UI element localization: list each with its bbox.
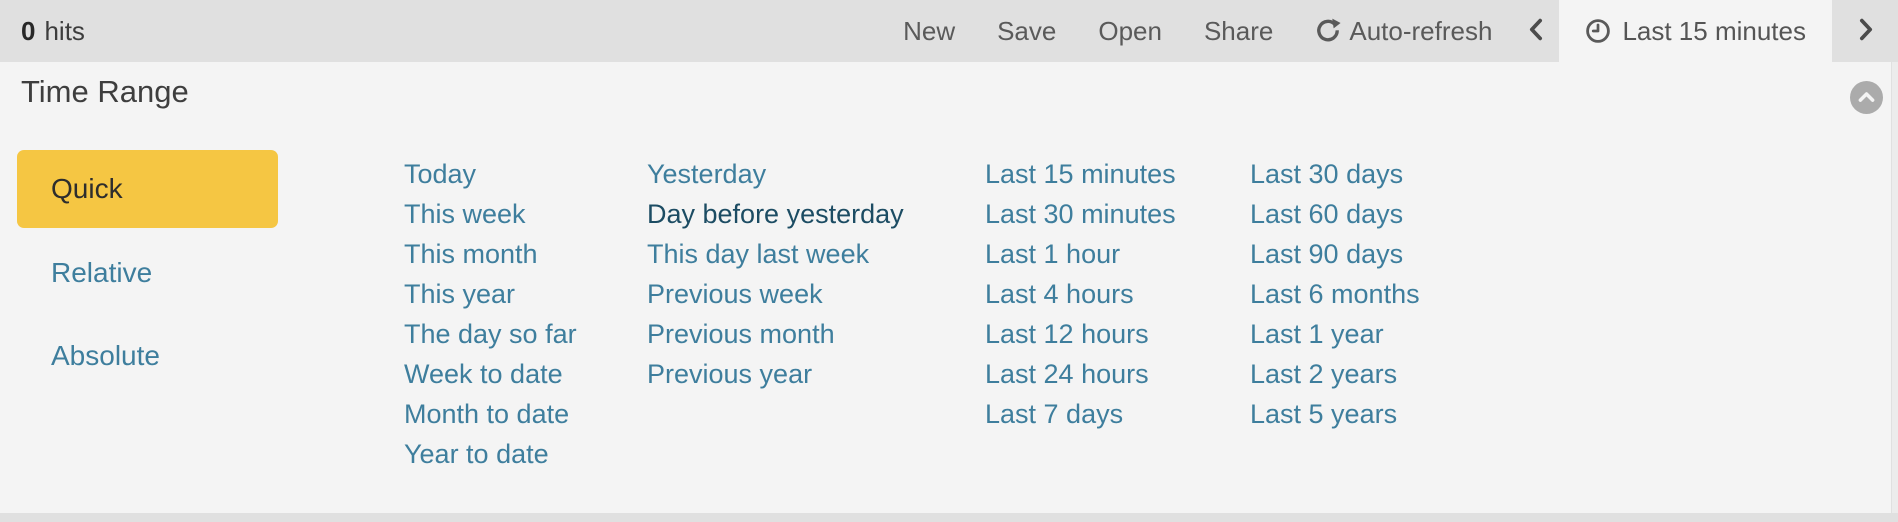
list-item: Last 4 hours [985, 274, 1250, 314]
list-item: Last 12 hours [985, 314, 1250, 354]
hits-count: 0 hits [0, 0, 85, 62]
quick-options: Today This week This month This year The… [404, 154, 1550, 474]
tab-quick[interactable]: Quick [17, 150, 278, 228]
time-option-previous-month[interactable]: Previous month [647, 319, 835, 349]
time-step-forward-button[interactable] [1832, 0, 1898, 62]
time-option-last-6-months[interactable]: Last 6 months [1250, 279, 1420, 309]
tab-relative[interactable]: Relative [51, 257, 153, 288]
list-item: Week to date [404, 354, 647, 394]
list-item: Last 6 months [1250, 274, 1550, 314]
list-item: Last 5 years [1250, 394, 1550, 434]
hits-label: hits [44, 15, 85, 46]
time-picker-label: Last 15 minutes [1622, 15, 1806, 46]
menu-auto-refresh[interactable]: Auto-refresh [1294, 0, 1513, 62]
list-item: Last 15 minutes [985, 154, 1250, 194]
time-option-this-day-last-week[interactable]: This day last week [647, 239, 870, 269]
list-item: Previous year [647, 354, 985, 394]
chevron-left-icon [1524, 17, 1549, 45]
time-option-previous-year[interactable]: Previous year [647, 359, 813, 389]
menu-open[interactable]: Open [1098, 15, 1162, 46]
chevron-up-icon [1856, 87, 1877, 108]
list-item: This day last week [647, 234, 985, 274]
time-option-last-60-days[interactable]: Last 60 days [1250, 199, 1404, 229]
list-item: This week [404, 194, 647, 234]
quick-options-column-4: Last 30 days Last 60 days Last 90 days L… [1250, 154, 1550, 474]
menu-save[interactable]: Save [997, 15, 1057, 46]
clock-icon [1585, 18, 1611, 44]
time-option-last-12-hours[interactable]: Last 12 hours [985, 319, 1149, 349]
auto-refresh-label: Auto-refresh [1349, 15, 1493, 46]
time-option-last-30-days[interactable]: Last 30 days [1250, 159, 1404, 189]
list-item: Last 30 minutes [985, 194, 1250, 234]
time-option-year-to-date[interactable]: Year to date [404, 439, 549, 469]
time-option-day-before-yesterday[interactable]: Day before yesterday [647, 199, 904, 229]
time-option-last-2-years[interactable]: Last 2 years [1250, 359, 1398, 389]
panel-title: Time Range [21, 74, 189, 109]
time-picker-button[interactable]: Last 15 minutes [1559, 0, 1832, 62]
collapse-panel-button[interactable] [1850, 81, 1883, 114]
list-item: Yesterday [647, 154, 985, 194]
time-option-last-4-hours[interactable]: Last 4 hours [985, 279, 1134, 309]
time-option-previous-week[interactable]: Previous week [647, 279, 823, 309]
list-item: Previous week [647, 274, 985, 314]
list-item: Month to date [404, 394, 647, 434]
list-item: Day before yesterday [647, 194, 985, 234]
menu-new[interactable]: New [903, 15, 956, 46]
time-option-last-24-hours[interactable]: Last 24 hours [985, 359, 1149, 389]
time-option-last-15-minutes[interactable]: Last 15 minutes [985, 159, 1176, 189]
time-option-last-5-years[interactable]: Last 5 years [1250, 399, 1398, 429]
list-item: Last 24 hours [985, 354, 1250, 394]
list-item: Last 30 days [1250, 154, 1550, 194]
scrollbar-track[interactable] [1891, 62, 1898, 513]
time-range-panel: Time Range Quick Relative Absolute Today… [0, 62, 1898, 513]
list-item: Last 1 hour [985, 234, 1250, 274]
topbar-menu: New Save Open Share Auto-refresh [882, 0, 1513, 62]
time-option-this-week[interactable]: This week [404, 199, 526, 229]
list-item: Year to date [404, 434, 647, 474]
time-option-yesterday[interactable]: Yesterday [647, 159, 767, 189]
list-item: Last 7 days [985, 394, 1250, 434]
chevron-right-icon [1853, 17, 1878, 45]
list-item: Last 60 days [1250, 194, 1550, 234]
list-item: Previous month [647, 314, 985, 354]
refresh-icon [1315, 18, 1341, 44]
list-item: Last 2 years [1250, 354, 1550, 394]
quick-options-column-1: Today This week This month This year The… [404, 154, 647, 474]
topbar: 0 hits New Save Open Share Auto-refresh [0, 0, 1898, 62]
list-item: This month [404, 234, 647, 274]
time-option-today[interactable]: Today [404, 159, 477, 189]
time-option-this-month[interactable]: This month [404, 239, 538, 269]
menu-share[interactable]: Share [1203, 15, 1274, 46]
list-item: Last 1 year [1250, 314, 1550, 354]
time-option-week-to-date[interactable]: Week to date [404, 359, 563, 389]
list-item: Last 90 days [1250, 234, 1550, 274]
tab-absolute[interactable]: Absolute [51, 340, 160, 371]
time-option-last-1-hour[interactable]: Last 1 hour [985, 239, 1121, 269]
time-option-month-to-date[interactable]: Month to date [404, 399, 570, 429]
time-option-last-1-year[interactable]: Last 1 year [1250, 319, 1384, 349]
quick-options-column-2: Yesterday Day before yesterday This day … [647, 154, 985, 474]
time-step-back-button[interactable] [1513, 0, 1559, 62]
hits-number: 0 [21, 15, 36, 46]
time-option-last-7-days[interactable]: Last 7 days [985, 399, 1124, 429]
list-item: The day so far [404, 314, 647, 354]
list-item: Today [404, 154, 647, 194]
time-option-last-90-days[interactable]: Last 90 days [1250, 239, 1404, 269]
list-item: This year [404, 274, 647, 314]
quick-options-column-3: Last 15 minutes Last 30 minutes Last 1 h… [985, 154, 1250, 474]
time-option-the-day-so-far[interactable]: The day so far [404, 319, 577, 349]
time-option-this-year[interactable]: This year [404, 279, 516, 309]
time-option-last-30-minutes[interactable]: Last 30 minutes [985, 199, 1176, 229]
page-divider [0, 513, 1898, 522]
